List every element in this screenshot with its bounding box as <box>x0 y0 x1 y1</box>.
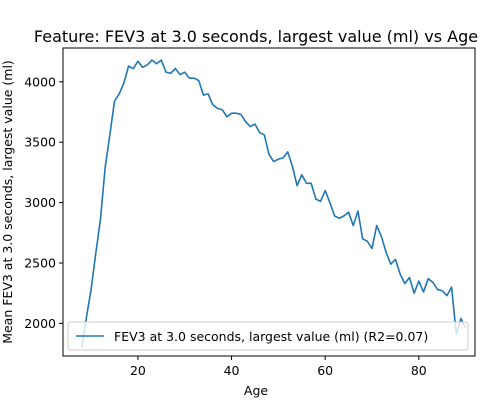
y-tick-label: 3500 <box>24 135 56 150</box>
y-axis-label: Mean FEV3 at 3.0 seconds, largest value … <box>0 60 15 344</box>
x-tick-label: 80 <box>411 363 427 378</box>
axes-frame <box>62 47 476 357</box>
x-tick-label: 40 <box>224 363 240 378</box>
legend-label: FEV3 at 3.0 seconds, largest value (ml) … <box>114 329 428 344</box>
y-tick-label: 2500 <box>24 255 56 270</box>
y-tick-label: 4000 <box>24 74 56 89</box>
legend-box <box>67 321 469 351</box>
y-tick-label: 2000 <box>24 316 56 331</box>
y-tick-label: 3000 <box>24 195 56 210</box>
plot-area <box>80 59 467 348</box>
legend: FEV3 at 3.0 seconds, largest value (ml) … <box>67 321 469 351</box>
x-axis-ticks: 20 40 60 80 <box>130 356 427 378</box>
x-axis-label: Age <box>244 383 268 398</box>
series-line <box>80 59 467 348</box>
x-tick-label: 20 <box>130 363 146 378</box>
chart-title: Feature: FEV3 at 3.0 seconds, largest va… <box>34 27 478 46</box>
y-axis-ticks: 2000 2500 3000 3500 4000 <box>24 74 63 331</box>
x-tick-label: 60 <box>317 363 333 378</box>
